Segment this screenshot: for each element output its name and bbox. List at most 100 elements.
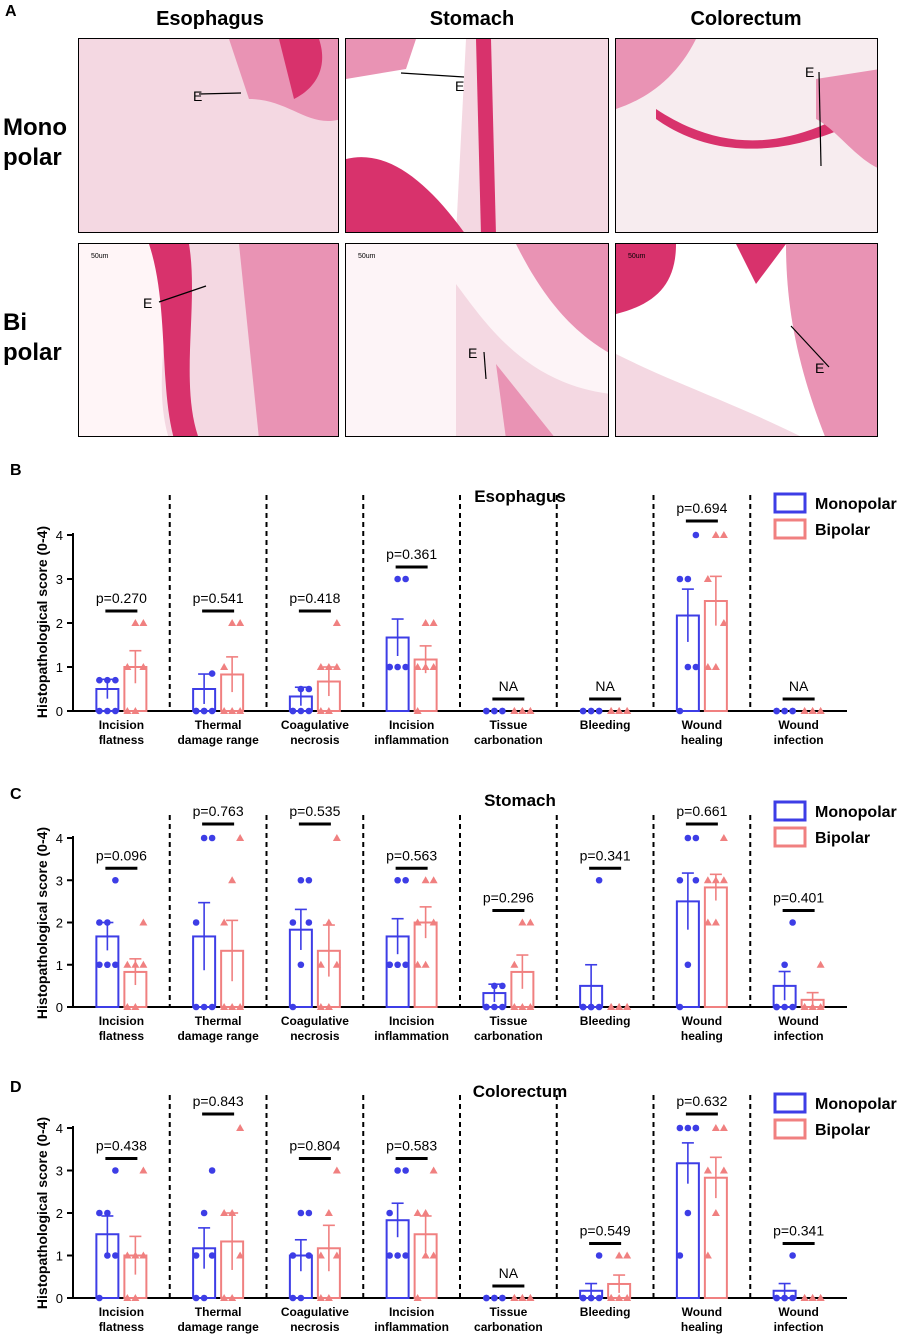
p-value-label: p=0.563 [386,847,437,863]
data-point-monopolar [394,961,401,969]
data-point-bipolar [228,1209,237,1216]
category-label: inflammation [374,1029,449,1043]
data-point-bipolar [413,707,422,714]
data-point-monopolar [684,961,692,969]
legend-swatch-monopolar [773,1092,807,1114]
category-label: inflammation [374,733,449,747]
data-point-bipolar [703,1166,712,1174]
data-point-monopolar [289,1294,297,1302]
category-label: carbonation [474,1029,543,1043]
data-point-bipolar [139,1251,148,1259]
data-point-bipolar [228,1003,237,1010]
legend-label-bipolar: Bipolar [815,1122,870,1139]
data-point-bipolar [518,707,527,714]
data-point-bipolar [711,918,720,926]
data-point-monopolar [692,1124,700,1132]
p-value-label: p=0.843 [193,1093,244,1109]
y-tick-label: 4 [56,528,63,543]
data-point-monopolar [208,1167,216,1174]
category-label: necrosis [290,733,340,747]
data-point-bipolar [421,619,430,626]
data-point-bipolar [421,960,430,968]
p-value-label: p=0.361 [386,546,437,562]
micrograph-colorectum-monopolar: E [615,38,878,233]
data-point-monopolar [305,707,313,715]
p-value-label: p=0.804 [289,1138,340,1154]
data-point-monopolar [402,1252,409,1259]
data-point-bipolar [816,1003,825,1010]
data-point-bipolar [518,1003,527,1010]
marker-line [790,325,830,368]
data-point-monopolar [386,961,393,969]
data-point-monopolar [789,1252,796,1259]
category-label: infection [774,1320,824,1334]
marker-line [400,72,465,78]
p-value-label: p=0.541 [193,590,244,606]
data-point-bipolar [123,1003,132,1010]
y-tick-label: 2 [56,916,63,931]
data-point-monopolar [96,919,103,926]
y-tick-label: 0 [56,704,63,719]
data-point-bipolar [808,1294,817,1301]
data-point-monopolar [676,876,684,884]
data-point-bipolar [510,1003,519,1010]
data-point-bipolar [220,1003,229,1010]
data-point-monopolar [104,1252,111,1259]
data-point-monopolar [491,1003,498,1011]
data-point-bipolar [808,707,817,714]
data-point-monopolar [192,707,200,715]
data-point-monopolar [192,1294,200,1302]
data-point-monopolar [112,1167,119,1174]
category-label: Wound [682,1305,722,1319]
y-tick-label: 3 [56,572,63,587]
data-point-bipolar [711,1124,720,1131]
data-point-monopolar [692,876,700,884]
p-value-label: p=0.270 [96,590,147,606]
data-point-bipolar [800,1294,809,1301]
micrograph-stomach-bipolar: 50um E [345,243,609,437]
category-label: Bleeding [580,1305,631,1319]
data-point-bipolar [816,707,825,714]
data-point-bipolar [719,834,728,841]
data-point-monopolar [692,531,700,539]
scale-bar-label: 50um [358,253,376,260]
data-point-monopolar [200,1003,208,1011]
p-value-label: p=0.296 [483,890,534,906]
data-point-monopolar [112,707,119,715]
data-point-monopolar [684,1209,692,1217]
column-title-colorectum: Colorectum [690,8,802,30]
data-point-bipolar [607,1003,616,1010]
chart-colorectum [67,1092,847,1302]
data-point-bipolar [220,1294,229,1301]
category-label: Wound [682,718,722,732]
micrograph-esophagus-monopolar: E [78,38,339,233]
data-point-monopolar [305,919,313,926]
data-point-bipolar [324,918,333,926]
category-label: Incision [389,1305,434,1319]
data-point-bipolar [510,707,519,714]
p-value-label: NA [499,1265,519,1281]
marker-line [483,351,487,380]
data-point-monopolar [587,1294,595,1302]
data-point-monopolar [402,876,409,884]
scale-bar-label: 50um [628,253,646,260]
data-point-bipolar [236,1124,245,1131]
data-point-monopolar [676,1003,684,1011]
micrograph-colorectum-bipolar: 50um E [615,243,878,437]
data-point-bipolar [228,619,237,626]
data-point-monopolar [96,961,103,969]
category-label: Thermal [195,1014,242,1028]
data-point-monopolar [684,834,692,842]
data-point-monopolar [200,1294,208,1302]
data-point-monopolar [305,876,313,884]
data-point-bipolar [413,663,422,670]
data-point-bipolar [236,1251,245,1259]
data-point-monopolar [491,982,498,990]
marker-e-label: E [143,295,152,311]
category-label: Thermal [195,1305,242,1319]
data-point-monopolar [579,707,587,715]
data-point-bipolar [413,1209,422,1216]
category-label: Wound [778,1014,818,1028]
data-point-bipolar [719,619,728,626]
data-point-monopolar [96,1209,103,1217]
